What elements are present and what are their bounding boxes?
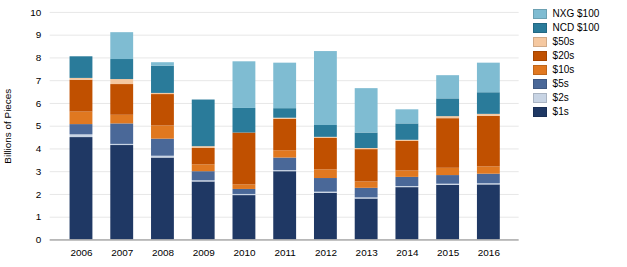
html-text:$20s: $20s — [552, 50, 575, 61]
svg-text:0: 0 — [36, 234, 42, 245]
svg-text:9: 9 — [36, 29, 42, 40]
svg-text:2013: 2013 — [356, 247, 379, 258]
svg-text:6: 6 — [36, 98, 42, 109]
svg-text:2007: 2007 — [111, 247, 134, 258]
svg-text:2014: 2014 — [396, 247, 419, 258]
svg-text:2012: 2012 — [315, 247, 338, 258]
svg-text:4: 4 — [36, 143, 42, 154]
svg-text:10: 10 — [30, 7, 42, 18]
svg-text:5: 5 — [36, 120, 42, 131]
html-text:NCD $100: NCD $100 — [552, 22, 600, 33]
svg-text:2016: 2016 — [478, 247, 501, 258]
html-text:NXG $100: NXG $100 — [552, 8, 600, 19]
svg-text:1: 1 — [36, 211, 42, 222]
svg-text:8: 8 — [36, 52, 42, 63]
html-text:$10s: $10s — [552, 64, 575, 75]
html-text:$1s: $1s — [552, 106, 569, 117]
svg-text:2006: 2006 — [70, 247, 93, 258]
svg-text:2010: 2010 — [233, 247, 256, 258]
svg-text:2008: 2008 — [152, 247, 175, 258]
html-text:$50s: $50s — [552, 36, 575, 47]
svg-text:3: 3 — [36, 166, 42, 177]
svg-text:2: 2 — [36, 189, 42, 200]
html-text:$2s: $2s — [552, 92, 569, 103]
svg-text:2011: 2011 — [274, 247, 296, 258]
svg-text:2009: 2009 — [193, 247, 216, 258]
html-text:$5s: $5s — [552, 78, 569, 89]
svg-text:2015: 2015 — [437, 247, 460, 258]
svg-text:Billions of Pieces: Billions of Pieces — [2, 89, 13, 164]
svg-text:7: 7 — [36, 75, 42, 86]
